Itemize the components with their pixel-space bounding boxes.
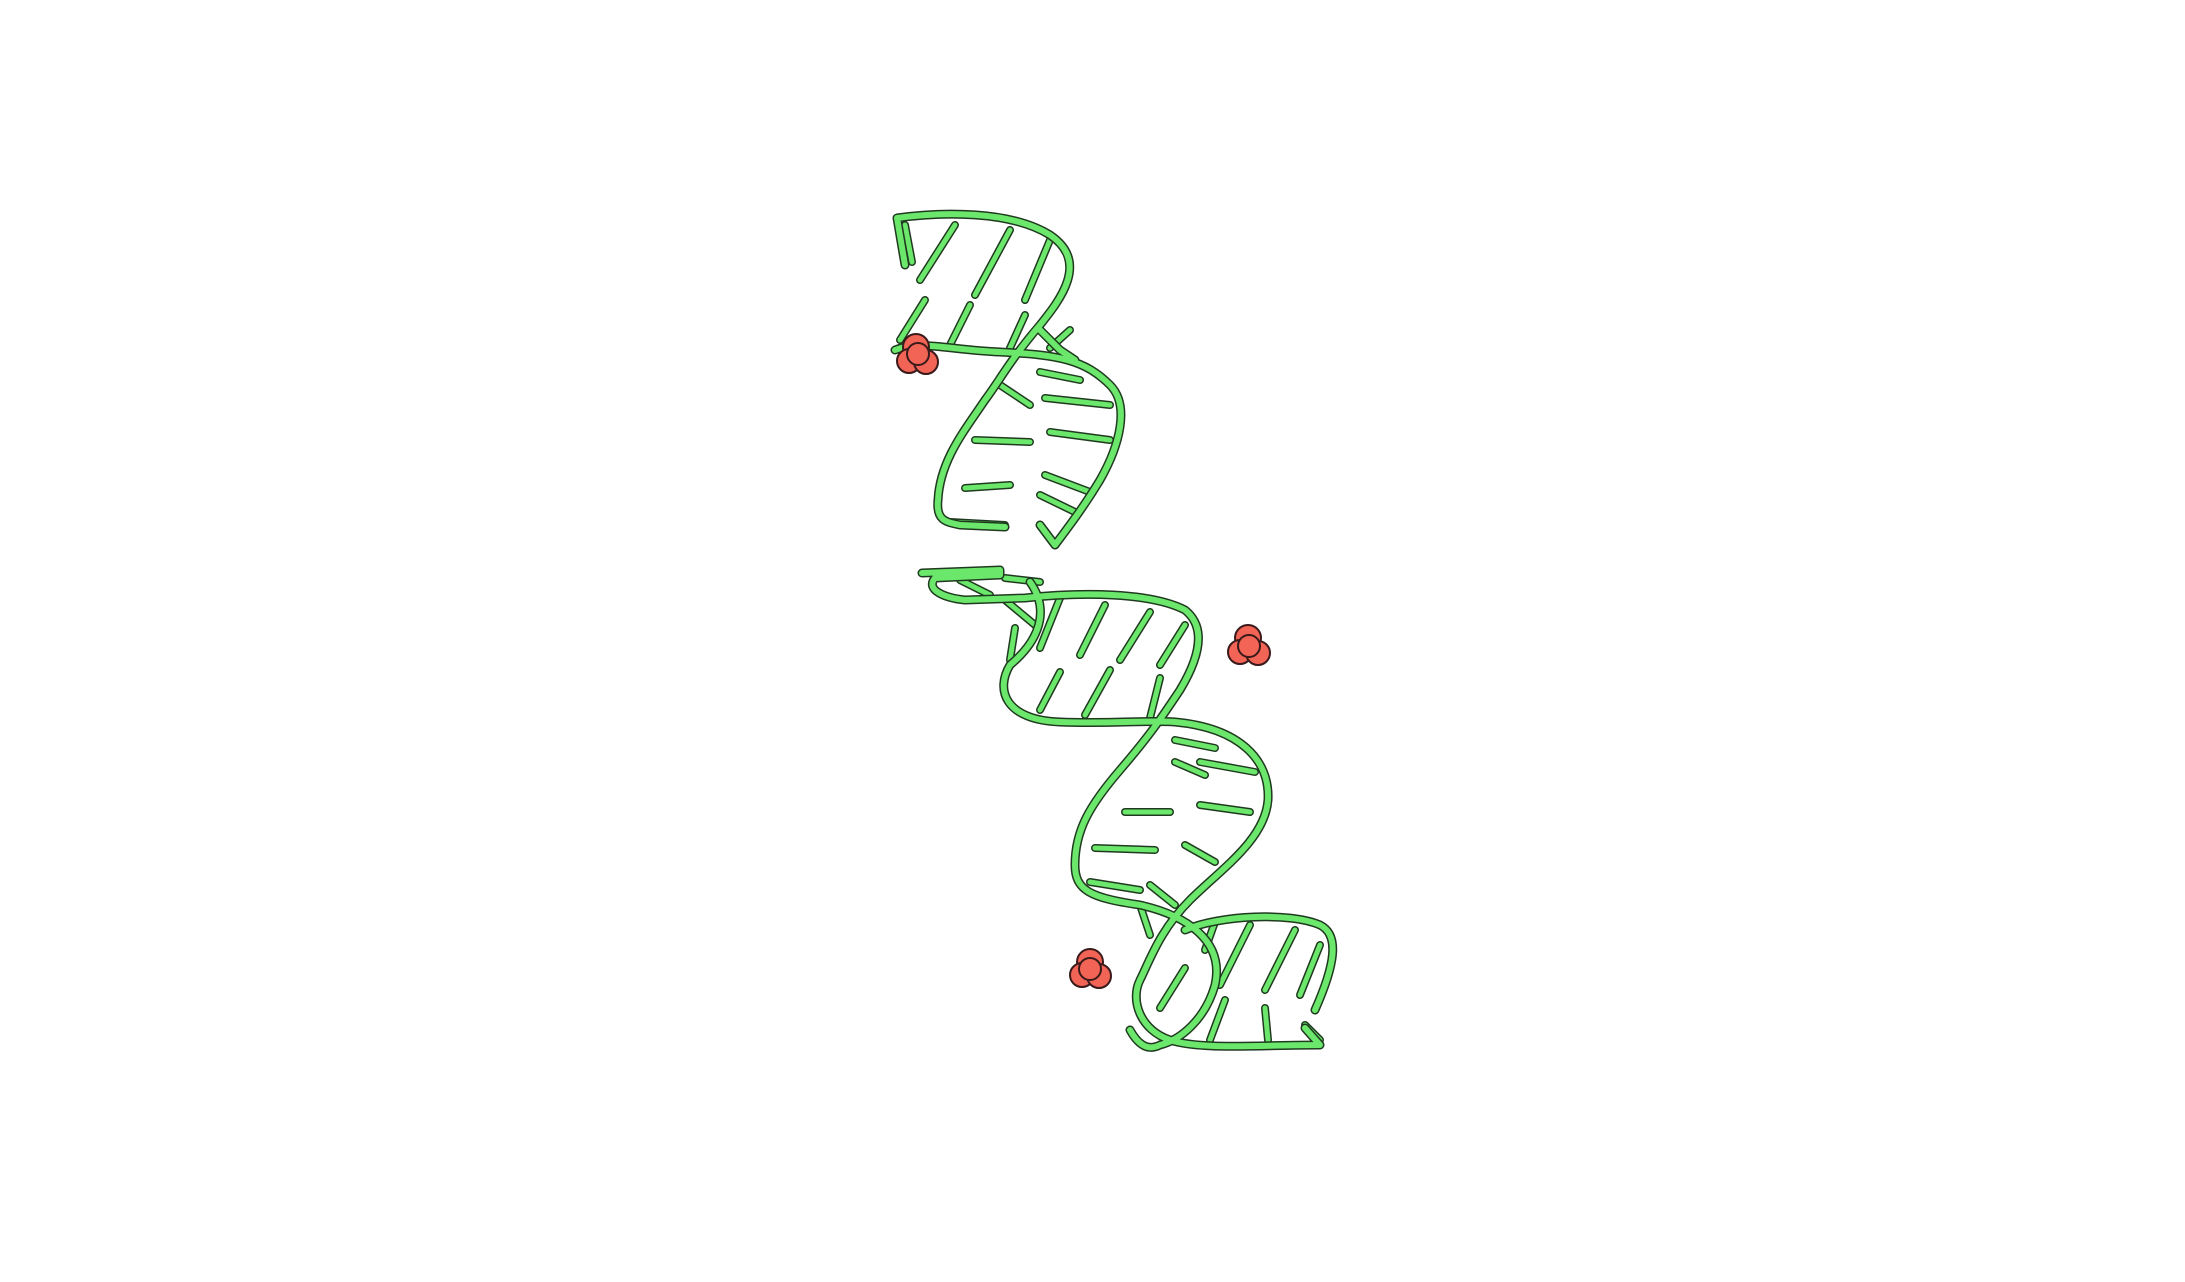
ion-cluster-middle-right — [1227, 624, 1271, 666]
base-pair-rungs-upper — [896, 221, 1114, 529]
helix-segment-lower — [917, 565, 1338, 1052]
backbone-strands-upper — [890, 209, 1126, 550]
base-pair-rungs-lower — [956, 574, 1324, 1044]
backbone-strands-lower — [917, 565, 1338, 1052]
ion-cluster-upper-left — [896, 333, 939, 375]
helix-segment-upper — [890, 209, 1126, 550]
ion-cluster-lower-left — [1069, 948, 1112, 989]
